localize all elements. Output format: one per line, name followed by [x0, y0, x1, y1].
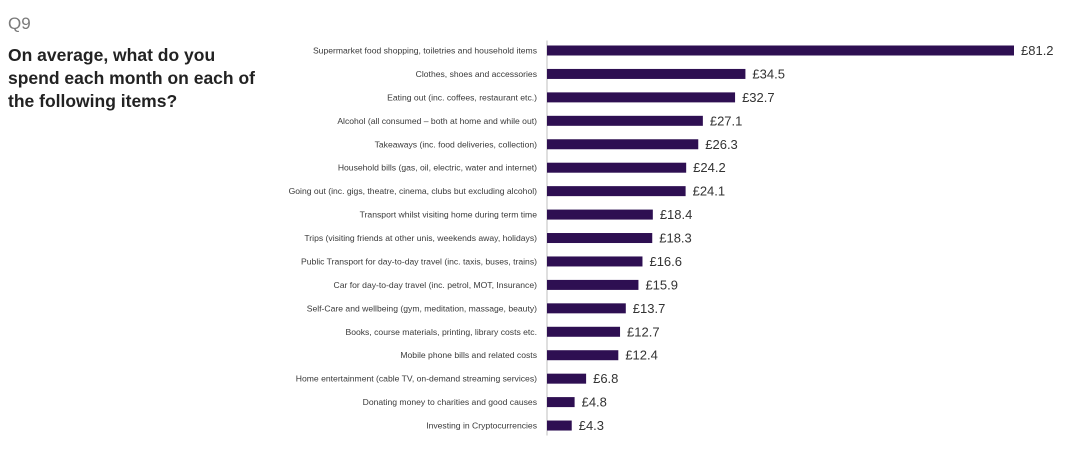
category-label: Donating money to charities and good cau…	[363, 397, 537, 407]
bar	[547, 256, 643, 267]
bar	[547, 162, 687, 173]
bar	[547, 279, 639, 290]
bar	[547, 92, 736, 103]
category-label: Investing in Cryptocurrencies	[426, 421, 537, 431]
value-label: £4.3	[579, 418, 604, 433]
value-label: £18.3	[659, 231, 692, 246]
category-label: Clothes, shoes and accessories	[416, 69, 537, 79]
bar	[547, 397, 575, 408]
category-label: Going out (inc. gigs, theatre, cinema, c…	[289, 186, 538, 196]
bar	[547, 326, 621, 337]
category-label: Self-Care and wellbeing (gym, meditation…	[307, 303, 537, 313]
category-label: Takeaways (inc. food deliveries, collect…	[375, 139, 538, 149]
bar	[547, 68, 746, 79]
value-label: £6.8	[593, 371, 618, 386]
bar	[547, 350, 619, 361]
category-label: Home entertainment (cable TV, on-demand …	[296, 374, 537, 384]
category-label: Household bills (gas, oil, electric, wat…	[338, 163, 537, 173]
question-number: Q9	[8, 14, 31, 33]
category-label: Books, course materials, printing, libra…	[345, 327, 537, 337]
category-label: Supermarket food shopping, toiletries an…	[313, 46, 537, 56]
bar	[547, 303, 626, 314]
category-label: Alcohol (all consumed – both at home and…	[337, 116, 537, 126]
value-label: £16.6	[649, 254, 682, 269]
value-label: £4.8	[582, 395, 607, 410]
value-label: £18.4	[660, 207, 693, 222]
category-label: Transport whilst visiting home during te…	[360, 210, 538, 220]
value-label: £24.2	[693, 160, 726, 175]
value-label: £24.1	[693, 184, 726, 199]
category-label: Car for day-to-day travel (inc. petrol, …	[334, 280, 538, 290]
question-title: On average, what do you spend each month…	[8, 45, 255, 111]
category-label: Public Transport for day-to-day travel (…	[301, 256, 537, 266]
value-label: £13.7	[633, 301, 666, 316]
value-label: £32.7	[742, 90, 775, 105]
category-label: Mobile phone bills and related costs	[400, 350, 537, 360]
bar	[547, 186, 686, 197]
value-label: £12.4	[625, 348, 658, 363]
value-label: £81.2	[1021, 43, 1054, 58]
value-label: £12.7	[627, 324, 660, 339]
bar	[547, 139, 699, 150]
bar	[547, 233, 653, 244]
category-label: Eating out (inc. coffees, restaurant etc…	[387, 92, 537, 102]
value-label: £15.9	[645, 277, 678, 292]
bar	[547, 373, 587, 384]
bar	[547, 115, 703, 126]
value-label: £27.1	[710, 113, 743, 128]
bar	[547, 420, 572, 431]
value-label: £26.3	[705, 137, 738, 152]
value-label: £34.5	[752, 66, 785, 81]
category-label: Trips (visiting friends at other unis, w…	[304, 233, 537, 243]
bar	[547, 45, 1014, 56]
bar	[547, 209, 653, 220]
